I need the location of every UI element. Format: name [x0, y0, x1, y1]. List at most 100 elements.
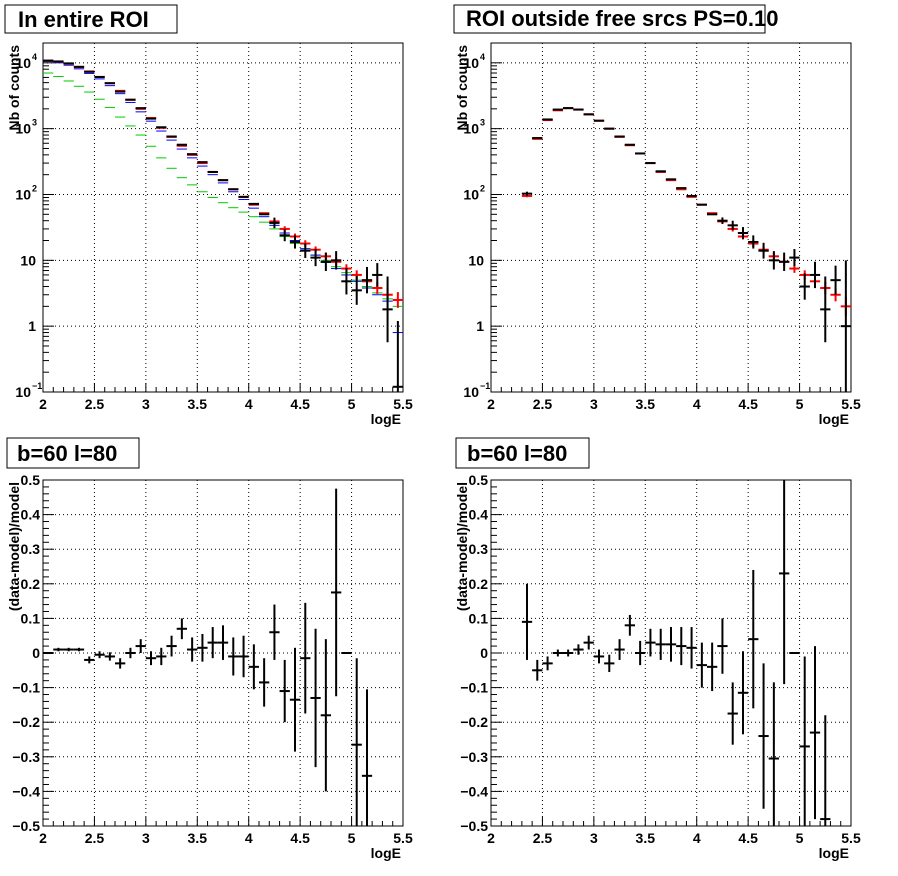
y-tick-label: −0.2 — [12, 714, 40, 730]
y-axis-label: (data-model)/model — [6, 482, 22, 611]
data-point — [289, 235, 301, 249]
data-point — [279, 659, 290, 723]
y-tick-label: −0.3 — [12, 749, 40, 765]
data-point — [300, 602, 311, 714]
x-tick-label: 3.5 — [188, 830, 208, 846]
x-tick-label: 4 — [693, 830, 701, 846]
data-point — [727, 682, 738, 745]
data-point — [758, 663, 769, 809]
y-tick-exponent: 4 — [480, 52, 485, 62]
x-tick-label: 3.5 — [636, 396, 656, 412]
data-point — [645, 628, 656, 657]
data-point — [259, 658, 270, 707]
series-0 — [43, 72, 403, 307]
data-point — [73, 647, 85, 652]
y-tick-label: −0.5 — [12, 818, 40, 834]
y-tick-label: 1 — [28, 318, 36, 334]
data-point — [207, 627, 218, 659]
y-tick-label: 10 — [468, 252, 484, 268]
y-tick-label: 10 — [463, 121, 479, 137]
data-point — [593, 649, 605, 664]
chart-title-box — [4, 4, 178, 34]
x-tick-label: 4.5 — [290, 830, 310, 846]
y-tick-label: 10 — [15, 55, 31, 71]
panel-top-right: ROI outside free srcs PS=0.10 2 2.5 3 3.5 4 4.… — [453, 4, 861, 427]
x-tick-label: 4.5 — [738, 830, 758, 846]
data-point — [758, 242, 769, 259]
series-1 — [521, 107, 851, 392]
data-point — [135, 639, 146, 653]
data-point — [717, 217, 728, 224]
data-point — [809, 261, 821, 289]
data-point — [187, 637, 198, 662]
y-tick-exponent: 2 — [32, 183, 37, 193]
data-point — [768, 682, 779, 826]
chart-title-box — [453, 4, 766, 34]
y-axis-label: Nb of counts — [6, 45, 22, 131]
x-tick-label: 3 — [590, 396, 598, 412]
data-point — [727, 220, 738, 230]
data-point — [269, 604, 280, 660]
data-point — [583, 635, 594, 650]
y-tick-label: 10 — [15, 186, 31, 202]
x-tick-label: 5 — [796, 830, 804, 846]
y-tick-label: 0.5 — [21, 472, 41, 488]
y-tick-label: −0.5 — [460, 818, 488, 834]
data-point — [392, 320, 403, 392]
x-tick-label: 2 — [487, 830, 495, 846]
data-point — [331, 488, 342, 697]
y-axis-label: Nb of counts — [454, 45, 470, 131]
data-point — [799, 273, 810, 300]
y-tick-exponent: −1 — [480, 381, 490, 391]
x-tick-label: 5 — [348, 396, 356, 412]
data-point — [53, 647, 64, 652]
data-point — [217, 625, 229, 660]
data-point — [341, 268, 352, 295]
data-point — [63, 647, 74, 652]
data-point — [717, 618, 728, 674]
series-3 — [43, 59, 403, 392]
y-tick-label: −0.3 — [460, 749, 488, 765]
data-point — [676, 627, 687, 666]
panel-bottom-left: b=60 l=80 2 2.5 3 3.5 4 4.5 5 5.5 −0.5 −0.4 −0.3 −0.… — [6, 437, 413, 861]
chart-title: b=60 l=80 — [17, 441, 117, 466]
x-axis-label: logE — [371, 411, 401, 427]
data-point — [145, 651, 157, 666]
data-point — [614, 639, 625, 660]
x-tick-label: 5 — [796, 396, 804, 412]
data-point — [635, 640, 646, 666]
y-tick-label: 10 — [463, 384, 479, 400]
y-tick-label: 0.1 — [21, 610, 41, 626]
y-tick-label: 10 — [15, 384, 31, 400]
y-tick-label: −0.1 — [460, 680, 488, 696]
data-point — [320, 639, 331, 792]
x-tick-label: 5.5 — [393, 830, 413, 846]
data-point — [748, 569, 759, 709]
chart-title: In entire ROI — [18, 7, 149, 32]
data-point — [320, 252, 331, 272]
data-point — [840, 260, 851, 392]
data-point — [542, 656, 553, 671]
y-tick-exponent: 2 — [480, 183, 485, 193]
data-point — [166, 635, 177, 657]
y-tick-label: 10 — [15, 121, 31, 137]
x-tick-label: 4.5 — [738, 396, 758, 412]
data-point — [392, 292, 403, 308]
y-tick-label: −0.1 — [12, 680, 40, 696]
data-point — [686, 627, 697, 669]
y-tick-exponent: 4 — [32, 52, 37, 62]
data-point — [696, 642, 707, 688]
x-tick-label: 4 — [245, 396, 253, 412]
data-point — [737, 227, 749, 239]
y-axis-label: (data-model)/model — [454, 482, 470, 611]
y-tick-label: 0.2 — [469, 576, 489, 592]
series-1 — [43, 60, 403, 334]
data-point — [521, 583, 533, 660]
data-point — [737, 651, 749, 735]
chart-title: ROI outside free srcs PS=0.10 — [466, 6, 778, 31]
x-axis-label: logE — [371, 845, 401, 861]
data-point — [372, 263, 383, 287]
x-tick-label: 2 — [487, 396, 495, 412]
y-tick-label: 0.1 — [469, 610, 489, 626]
data-point — [115, 658, 126, 669]
